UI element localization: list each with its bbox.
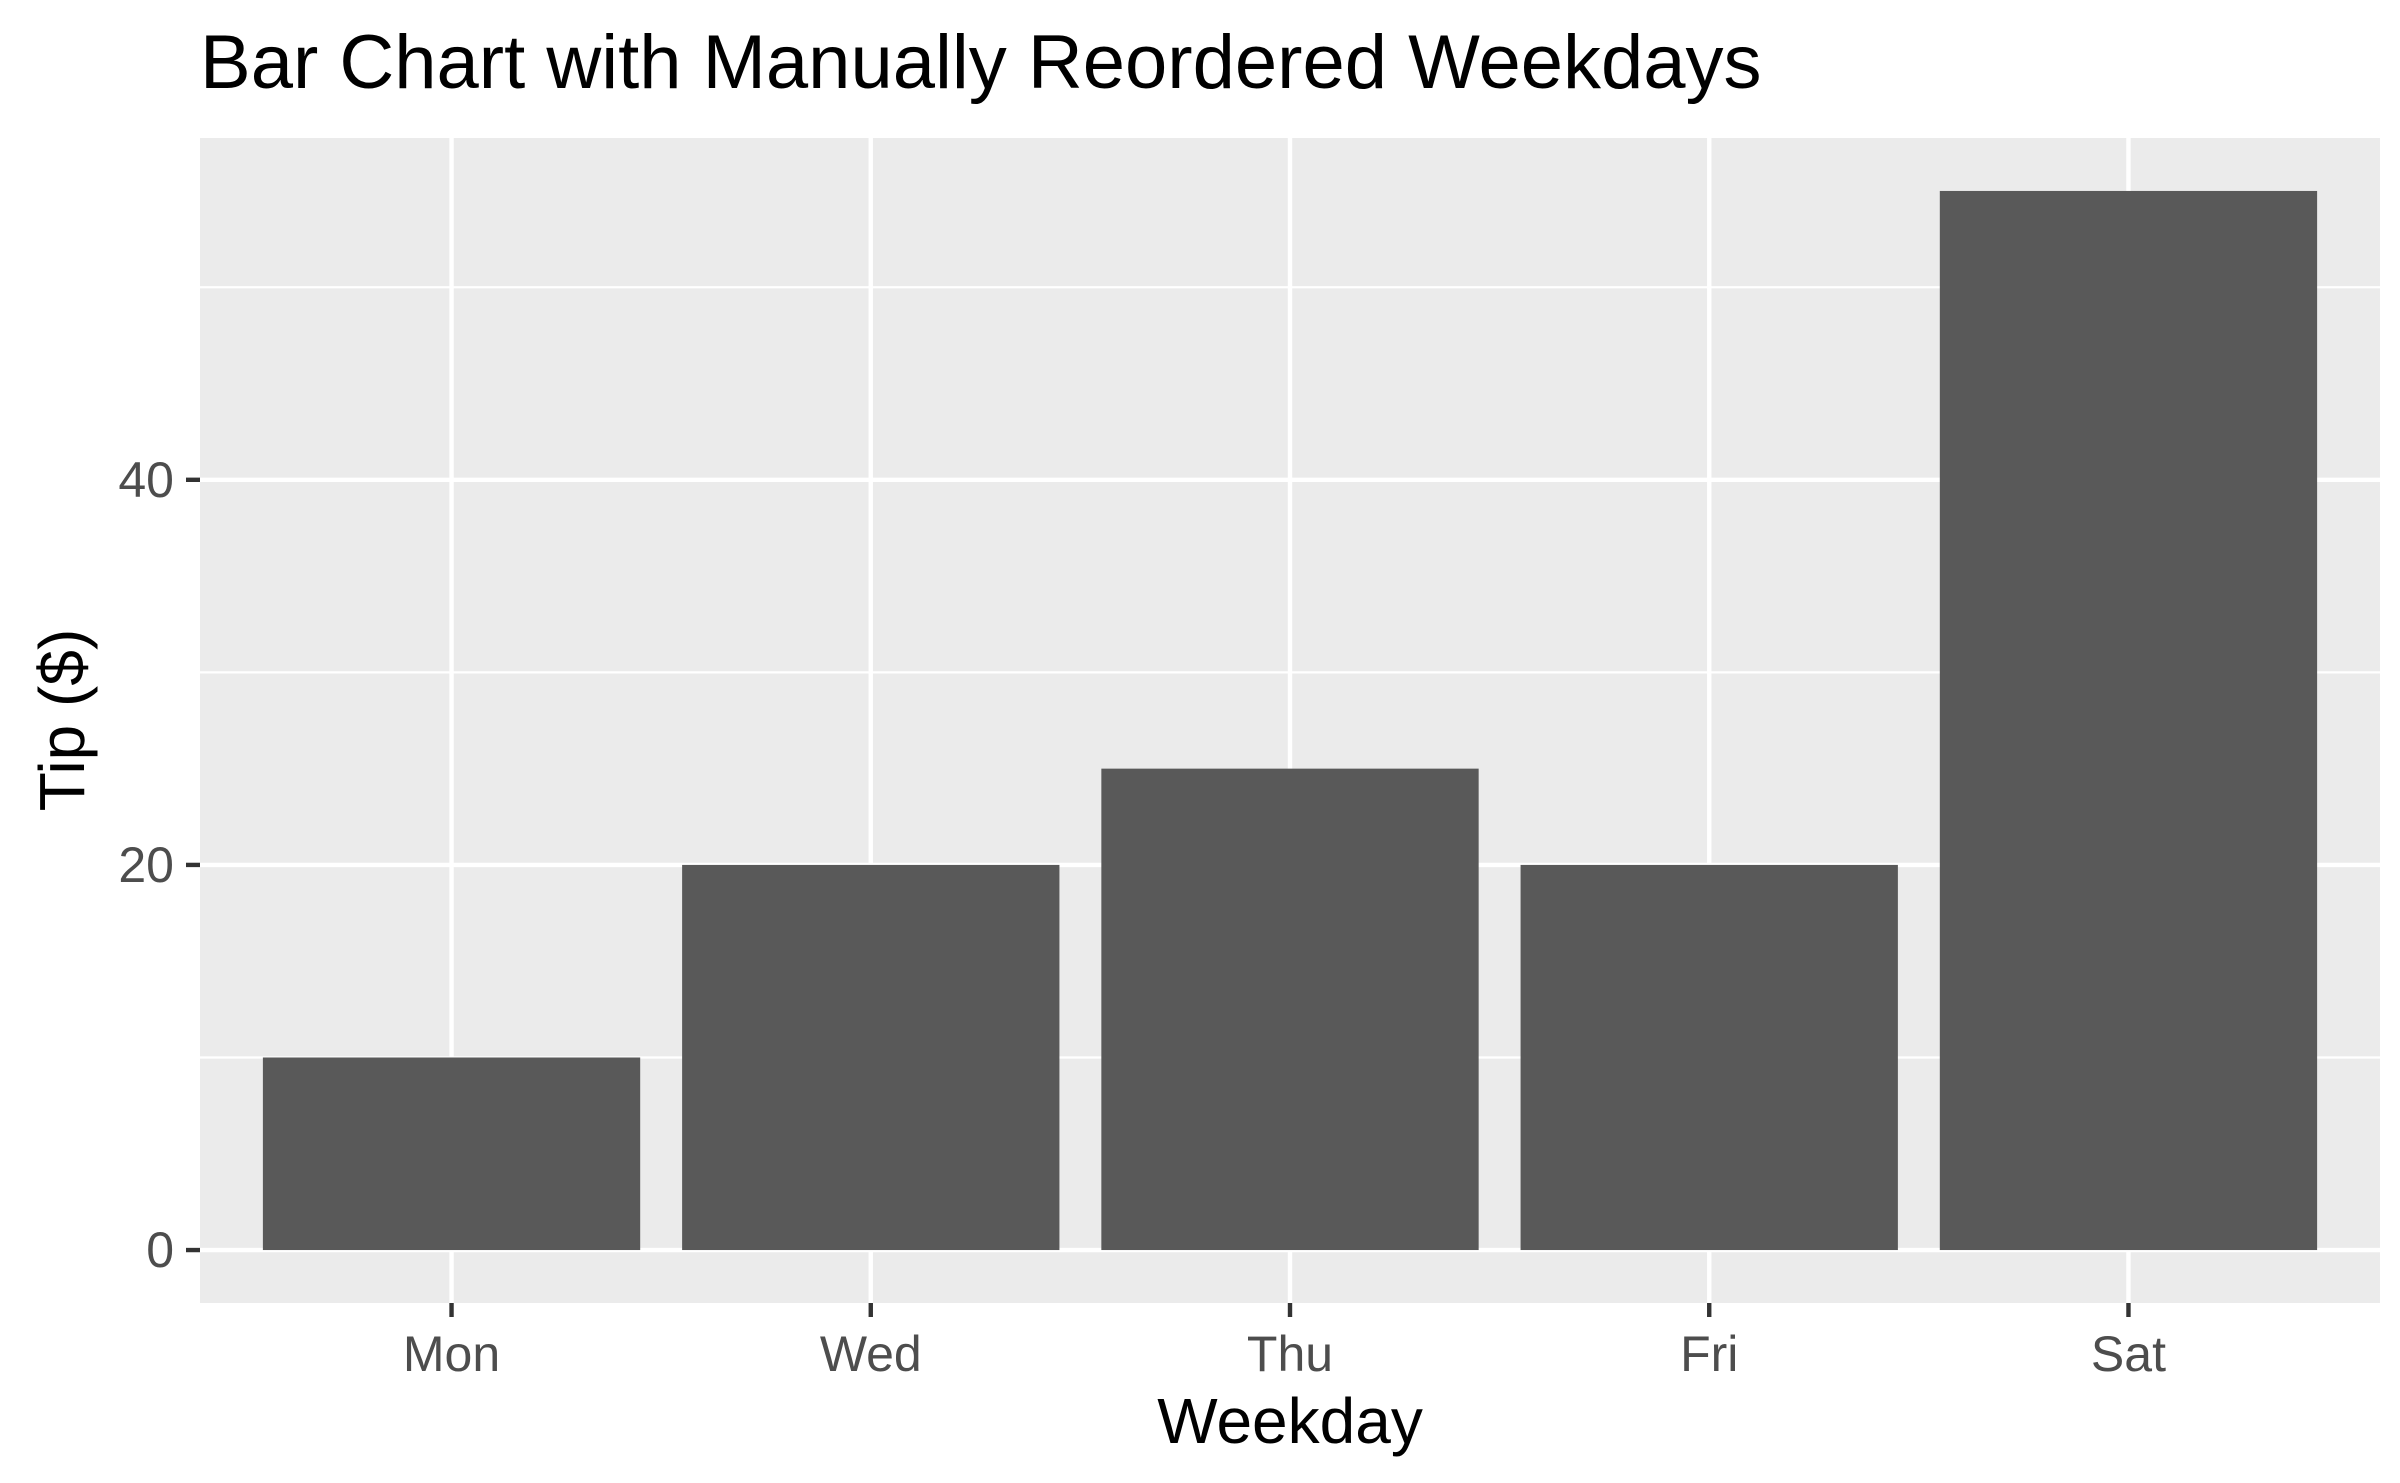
y-tick-label: 0 [146,1222,174,1278]
x-axis-title: Weekday [1157,1385,1423,1457]
bars [262,190,2318,1251]
y-axis-title: Tip ($) [26,629,98,812]
bar-wed [682,864,1060,1251]
x-tick-label: Thu [1247,1326,1333,1382]
axes: 0 20 40 Mon Wed Thu Fri Sat [118,452,2166,1382]
x-tick-label: Mon [403,1326,500,1382]
bar-fri [1520,864,1898,1251]
y-tick-label: 40 [118,452,174,508]
bar-mon [262,1057,641,1251]
y-tick-label: 20 [118,837,174,893]
x-tick-label: Sat [2091,1326,2166,1382]
bar-sat [1939,190,2318,1251]
bar-thu [1101,768,1479,1251]
chart-title: Bar Chart with Manually Reordered Weekda… [200,20,1762,105]
x-tick-label: Fri [1680,1326,1738,1382]
x-tick-label: Wed [820,1326,922,1382]
